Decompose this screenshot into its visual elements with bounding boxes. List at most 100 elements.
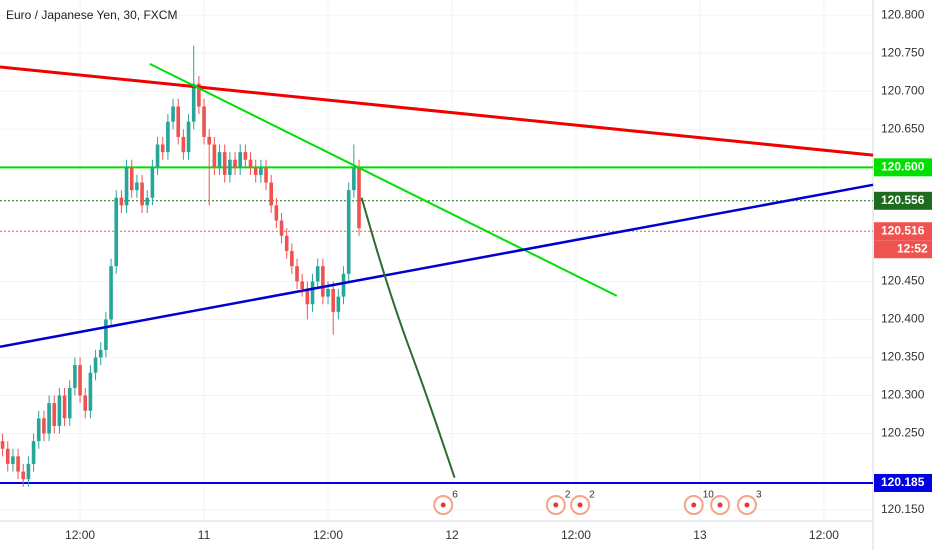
event-dot: [691, 502, 697, 508]
candle-body: [357, 167, 361, 229]
x-tick-label: 12:00: [65, 528, 95, 542]
candle-body: [52, 403, 57, 426]
plot: 6 2 2 10 3: [0, 45, 874, 515]
axis: 120.800 120.750 120.700 120.650 120.450 120.4…: [65, 7, 932, 542]
candle-body: [264, 167, 268, 183]
candle-body: [315, 266, 320, 282]
x-tick-label: 11: [198, 528, 211, 542]
candle-body: [93, 357, 98, 373]
candle-body: [238, 152, 243, 168]
price-label-box: [874, 191, 932, 210]
candle-body: [16, 456, 20, 472]
event-count: 2: [589, 490, 595, 501]
candle-body: [5, 448, 10, 464]
y-tick-label: 120.400: [881, 312, 925, 326]
x-tick-label: 12: [445, 528, 459, 542]
y-tick-label: 120.700: [881, 83, 925, 97]
candle-body: [300, 281, 305, 290]
candle-body: [42, 418, 46, 434]
candle-body: [26, 463, 31, 480]
event-dot: [717, 502, 723, 508]
candle-body: [290, 250, 294, 267]
candle-body: [233, 159, 237, 168]
x-tick-label: 13: [693, 528, 707, 542]
candle-body: [336, 296, 341, 312]
candle-body: [119, 197, 124, 206]
candle-body: [222, 152, 227, 175]
candle-body: [186, 121, 191, 153]
candle-body: [197, 83, 201, 107]
candle-body: [140, 182, 144, 206]
candle-body: [11, 456, 15, 464]
candle-body: [150, 167, 155, 198]
candle-body: [346, 190, 351, 274]
candle-body: [305, 289, 310, 305]
event-count: 6: [452, 490, 458, 501]
chart-title: Euro / Japanese Yen, 30, FXCM: [6, 8, 177, 22]
candle-body: [83, 395, 88, 411]
candle-body: [248, 159, 253, 168]
trend-line: [149, 62, 618, 297]
candle-body: [181, 136, 186, 153]
x-tick-label: 12:00: [809, 528, 839, 542]
price-label: 120.600: [881, 160, 925, 174]
event-count: 3: [756, 490, 762, 501]
candle-body: [166, 121, 170, 153]
event-dot: [744, 502, 750, 508]
candle-body: [326, 289, 330, 297]
price-label-box: [874, 473, 932, 492]
candle-body: [98, 349, 103, 358]
candle-body: [284, 235, 289, 251]
price-label: 120.556: [881, 193, 925, 207]
candle-body: [202, 106, 206, 137]
candle-body: [135, 182, 139, 191]
y-tick-label: 120.750: [881, 45, 925, 59]
y-tick-label: 120.300: [881, 388, 925, 402]
y-tick-label: 120.250: [881, 426, 925, 440]
y-tick-label: 120.450: [881, 274, 925, 288]
forecast-path: [360, 197, 456, 478]
candle-body: [228, 159, 232, 175]
price-label-box: [874, 158, 932, 177]
y-tick-label: 120.150: [881, 502, 925, 516]
candle-body: [78, 365, 82, 396]
candle-body: [191, 83, 196, 122]
price-label-box: [874, 222, 932, 241]
y-tick-label: 120.350: [881, 350, 925, 364]
trend-line: [0, 183, 874, 349]
candle-body: [109, 266, 113, 320]
candle-body: [31, 441, 36, 464]
candle-body: [88, 372, 93, 411]
candle-body: [67, 387, 72, 419]
candle-body: [243, 152, 248, 160]
price-sub-label: 12:52: [897, 241, 928, 255]
candle-body: [274, 205, 279, 221]
candle-body: [217, 152, 222, 168]
candle-body: [21, 471, 26, 480]
candle-body: [269, 182, 274, 206]
y-tick-label: 120.650: [881, 121, 925, 135]
candle-body: [155, 144, 160, 168]
candle-body: [341, 273, 346, 297]
candle-body: [207, 136, 212, 145]
candle-body: [73, 365, 77, 388]
price-label: 120.185: [881, 475, 925, 489]
candle-body: [352, 167, 356, 191]
event-dot: [440, 502, 446, 508]
candle-body: [176, 106, 181, 137]
candle-body: [114, 197, 119, 267]
candle-body: [253, 167, 258, 175]
y-tick-label: 120.800: [881, 7, 925, 21]
candle-body: [62, 395, 67, 419]
candle-body: [160, 144, 165, 153]
trend-line: [0, 65, 874, 157]
candle-body: [321, 266, 325, 297]
candle-body: [47, 403, 51, 434]
candle-body: [212, 144, 217, 168]
candle-body: [171, 106, 175, 122]
event-dot: [577, 502, 583, 508]
event-count: 10: [703, 490, 715, 501]
candle-body: [259, 167, 263, 175]
